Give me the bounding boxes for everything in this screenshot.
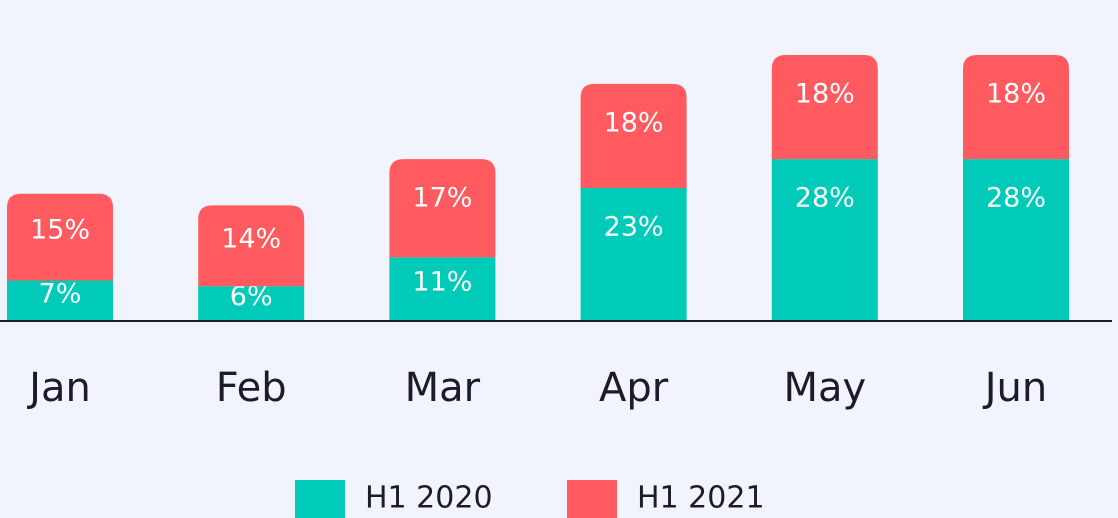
bar-segment bbox=[198, 286, 305, 321]
value-label: 7% bbox=[39, 278, 82, 309]
legend-swatch bbox=[567, 480, 617, 518]
value-label: 15% bbox=[30, 215, 90, 246]
bar-segment bbox=[7, 193, 113, 281]
value-label: 18% bbox=[795, 79, 855, 110]
x-tick-label: Jan bbox=[26, 365, 91, 411]
bar-segment bbox=[580, 188, 687, 321]
value-label: 18% bbox=[604, 107, 664, 138]
bar-segment bbox=[389, 257, 496, 321]
bar-segment bbox=[7, 280, 113, 321]
value-label: 14% bbox=[221, 223, 281, 254]
legend-label: H1 2020 bbox=[365, 481, 493, 516]
value-label: 28% bbox=[986, 183, 1046, 214]
bar-segment bbox=[963, 55, 1069, 160]
x-tick-label: Apr bbox=[599, 365, 669, 411]
x-tick-label: Mar bbox=[405, 365, 481, 411]
x-tick-label: Jun bbox=[982, 365, 1048, 411]
bar-segment bbox=[963, 159, 1069, 321]
x-tick-label: Feb bbox=[216, 365, 287, 411]
value-label: 6% bbox=[230, 281, 273, 312]
legend-swatch bbox=[295, 480, 345, 518]
value-label: 23% bbox=[604, 212, 664, 243]
bar-segment bbox=[771, 159, 878, 321]
x-tick-label: May bbox=[783, 365, 866, 411]
bar-segment bbox=[389, 159, 496, 258]
value-label: 18% bbox=[986, 79, 1046, 110]
value-label: 17% bbox=[412, 183, 472, 214]
value-label: 28% bbox=[795, 183, 855, 214]
legend-label: H1 2021 bbox=[637, 481, 765, 516]
value-label: 11% bbox=[412, 267, 472, 298]
bar-segment bbox=[198, 205, 305, 287]
bar-segment bbox=[771, 55, 878, 160]
bar-segment bbox=[580, 83, 687, 188]
